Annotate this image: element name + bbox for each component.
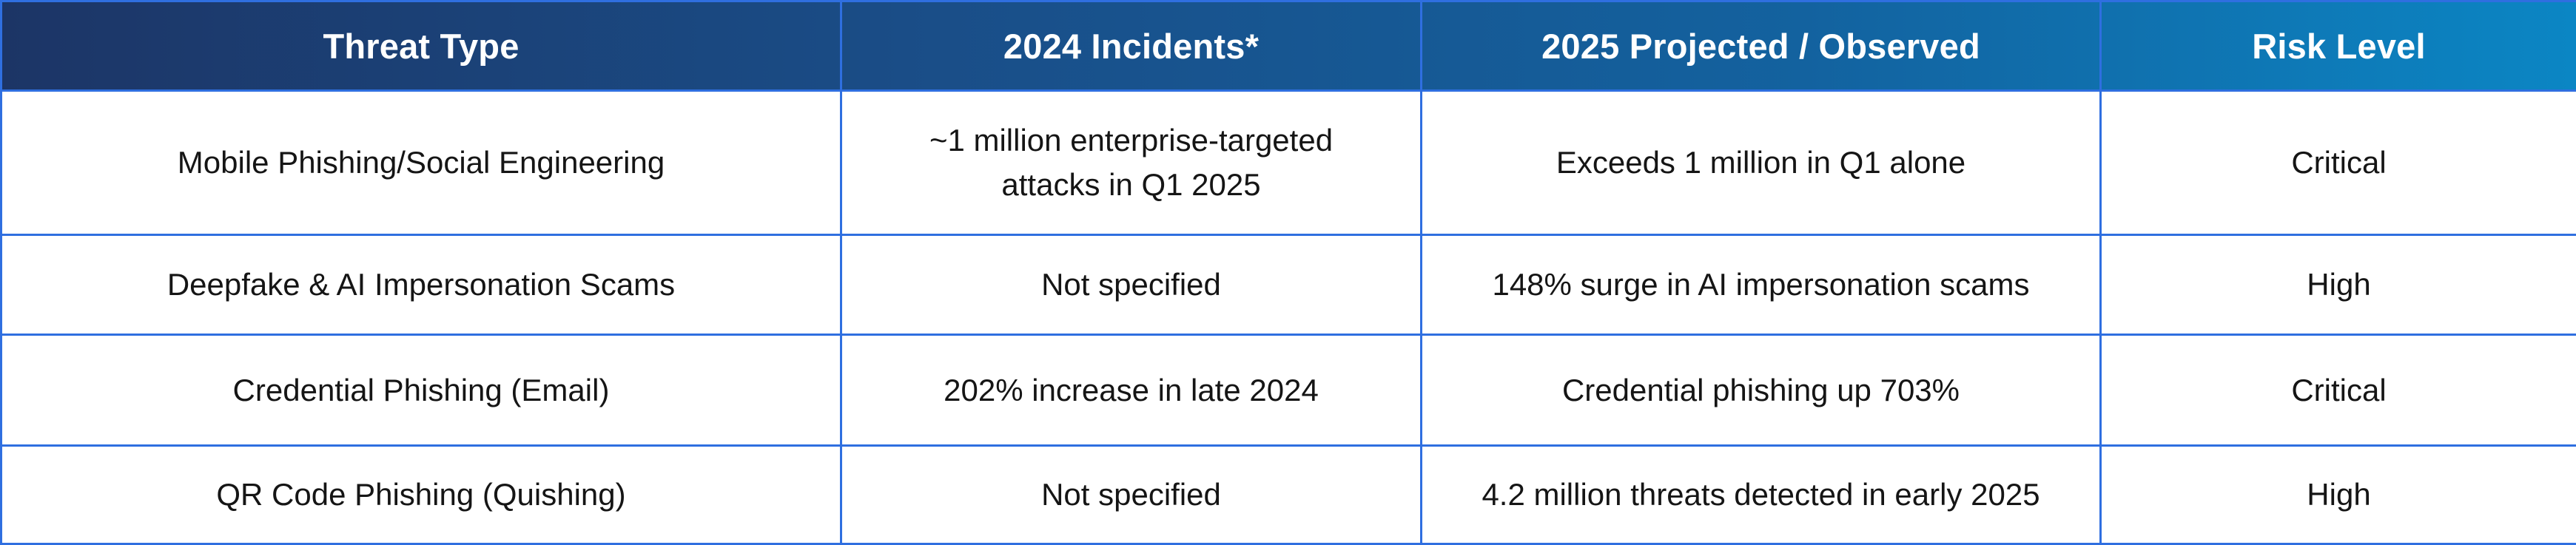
cell-risk-level: High <box>2101 446 2576 544</box>
table-row: QR Code Phishing (Quishing) Not specifie… <box>1 446 2576 544</box>
cell-2024-incidents: Not specified <box>841 446 1422 544</box>
cell-2024-incidents: 202% increase in late 2024 <box>841 335 1422 446</box>
column-header-risk-level: Risk Level <box>2101 1 2576 91</box>
column-header-2025-projected: 2025 Projected / Observed <box>1422 1 2101 91</box>
cell-risk-level: Critical <box>2101 335 2576 446</box>
cell-risk-level: Critical <box>2101 91 2576 235</box>
cell-risk-level: High <box>2101 235 2576 335</box>
cell-threat-type: QR Code Phishing (Quishing) <box>1 446 841 544</box>
cell-2025-projected: 4.2 million threats detected in early 20… <box>1422 446 2101 544</box>
table-row: Mobile Phishing/Social Engineering ~1 mi… <box>1 91 2576 235</box>
cell-threat-type: Deepfake & AI Impersonation Scams <box>1 235 841 335</box>
cell-2024-incidents: ~1 million enterprise-targeted attacks i… <box>841 91 1422 235</box>
table-row: Deepfake & AI Impersonation Scams Not sp… <box>1 235 2576 335</box>
table-row: Credential Phishing (Email) 202% increas… <box>1 335 2576 446</box>
cell-2025-projected: Exceeds 1 million in Q1 alone <box>1422 91 2101 235</box>
header-row: Threat Type 2024 Incidents* 2025 Project… <box>1 1 2576 91</box>
cell-threat-type: Credential Phishing (Email) <box>1 335 841 446</box>
column-header-threat-type: Threat Type <box>1 1 841 91</box>
cell-2024-incidents: Not specified <box>841 235 1422 335</box>
cell-2025-projected: 148% surge in AI impersonation scams <box>1422 235 2101 335</box>
cell-2025-projected: Credential phishing up 703% <box>1422 335 2101 446</box>
cell-threat-type: Mobile Phishing/Social Engineering <box>1 91 841 235</box>
table-body: Mobile Phishing/Social Engineering ~1 mi… <box>1 91 2576 544</box>
column-header-2024-incidents: 2024 Incidents* <box>841 1 1422 91</box>
table-header: Threat Type 2024 Incidents* 2025 Project… <box>1 1 2576 91</box>
